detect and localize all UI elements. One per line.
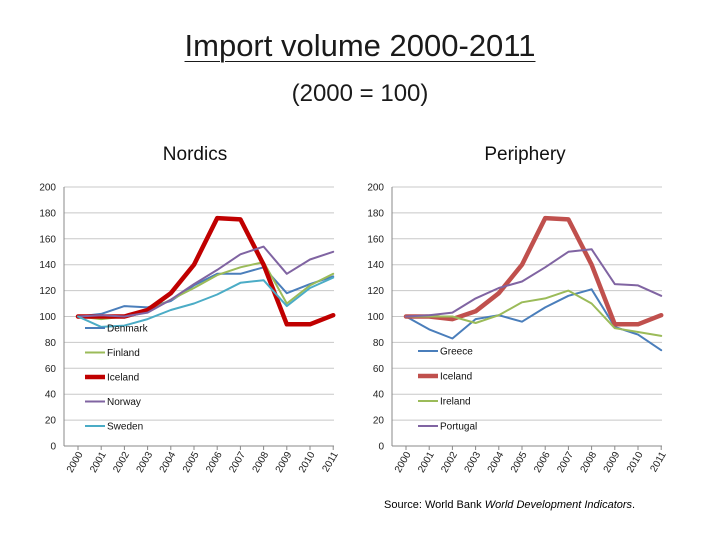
chart-title: Periphery	[484, 144, 566, 165]
x-tick-label: 2011	[649, 450, 669, 475]
series-line-norway	[77, 245, 335, 318]
chart-periphery: Periphery 0 20 40 60 80 100 120 140 160 180 200 2000…	[367, 144, 669, 475]
y-tick-label: 120	[39, 286, 56, 297]
x-tick-label: 2011	[321, 450, 341, 475]
series-line-denmark	[77, 266, 335, 318]
x-tick-label: 2010	[297, 450, 318, 475]
x-tick-label: 2006	[532, 450, 553, 475]
y-tick-label: 0	[50, 442, 56, 453]
source-suffix: .	[632, 499, 636, 511]
y-tick-label: 180	[367, 208, 384, 219]
y-tick-label: 180	[39, 208, 56, 219]
source-note: Source: World Bank World Development Ind…	[384, 499, 635, 511]
y-tick-label: 0	[378, 442, 384, 453]
x-tick-label: 2000	[393, 450, 414, 475]
chart-title: Nordics	[163, 144, 227, 165]
y-tick-label: 60	[373, 364, 385, 375]
x-tick-label: 2004	[486, 450, 507, 475]
y-tick-label: 160	[39, 234, 56, 245]
slide-title: Import volume 2000-2011	[184, 28, 536, 63]
y-tick-label: 160	[367, 234, 384, 245]
x-tick-label: 2005	[509, 450, 530, 475]
legend-label: Iceland	[440, 372, 472, 383]
y-tick-label: 200	[367, 183, 384, 194]
y-tick-label: 20	[45, 416, 57, 427]
x-tick-label: 2007	[227, 450, 248, 475]
x-tick-label: 2003	[135, 450, 156, 475]
legend-label: Sweden	[107, 422, 143, 433]
legend-label: Finland	[107, 348, 140, 359]
y-tick-label: 200	[39, 183, 56, 194]
source-prefix: Source: World Bank	[384, 499, 485, 511]
x-tick-label: 2006	[204, 450, 225, 475]
legend-label: Ireland	[440, 397, 471, 408]
x-tick-label: 2005	[181, 450, 202, 475]
source-italic: World Development Indicators	[484, 499, 633, 511]
x-tick-label: 2004	[158, 450, 179, 475]
y-tick-label: 140	[39, 260, 56, 271]
series-line-portugal	[405, 248, 663, 318]
x-tick-label: 2010	[625, 450, 646, 475]
x-tick-label: 2000	[65, 450, 86, 475]
legend-label: Norway	[107, 397, 141, 408]
y-tick-label: 140	[367, 260, 384, 271]
y-tick-label: 100	[367, 312, 384, 323]
series-line-iceland	[403, 215, 664, 327]
series-line-ireland	[405, 289, 663, 337]
y-tick-label: 60	[45, 364, 57, 375]
x-tick-label: 2001	[416, 450, 437, 475]
y-tick-label: 40	[373, 390, 385, 401]
x-tick-label: 2002	[111, 450, 132, 475]
y-tick-label: 80	[45, 338, 57, 349]
legend-label: Portugal	[440, 422, 477, 433]
legend-label: Denmark	[107, 324, 149, 335]
x-tick-label: 2009	[602, 450, 623, 475]
y-tick-label: 120	[367, 286, 384, 297]
x-tick-label: 2007	[555, 450, 576, 475]
x-tick-label: 2009	[274, 450, 295, 475]
x-tick-label: 2008	[579, 450, 600, 475]
x-tick-label: 2001	[88, 450, 109, 475]
slide-subtitle: (2000 = 100)	[291, 80, 429, 107]
series-line-sweden	[77, 276, 335, 328]
x-tick-label: 2003	[463, 450, 484, 475]
y-tick-label: 100	[39, 312, 56, 323]
y-tick-label: 80	[373, 338, 385, 349]
legend-label: Iceland	[107, 373, 139, 384]
y-tick-label: 20	[373, 416, 385, 427]
legend-label: Greece	[440, 347, 473, 358]
x-tick-label: 2008	[251, 450, 272, 475]
x-tick-label: 2002	[439, 450, 460, 475]
y-tick-label: 40	[45, 390, 57, 401]
